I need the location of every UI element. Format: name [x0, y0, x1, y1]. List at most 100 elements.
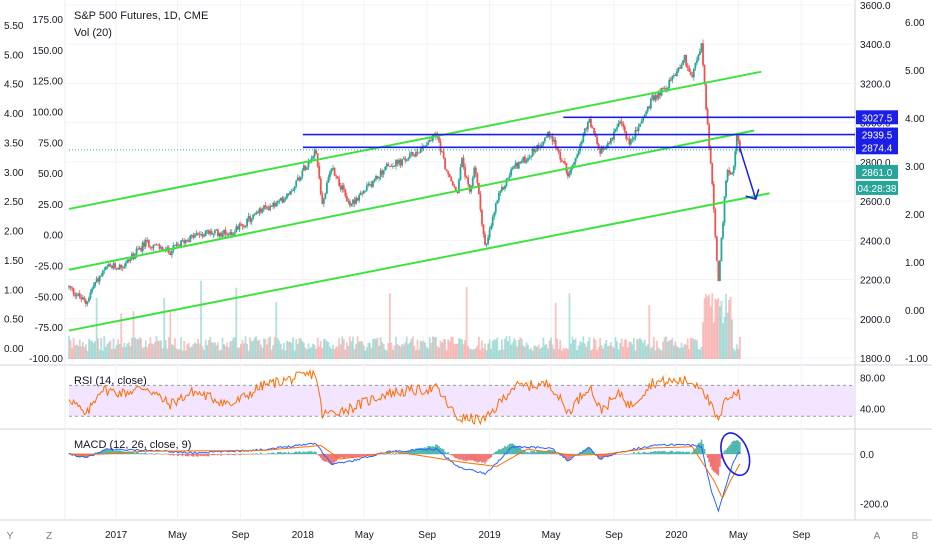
candle-body: [204, 230, 207, 237]
volume-bar: [230, 340, 233, 359]
volume-bar: [368, 342, 371, 359]
candle-body: [290, 190, 293, 192]
macd-histogram-bar: [705, 454, 707, 455]
macd-histogram-bar: [616, 453, 618, 455]
candle-body: [408, 153, 411, 159]
z-axis-button-left[interactable]: Z: [45, 531, 53, 542]
volume-bar: [439, 340, 442, 359]
macd-histogram-bar: [97, 452, 99, 455]
candle-body: [267, 208, 270, 210]
volume-bar: [479, 349, 482, 359]
secondary-right-tick-label: 0.00: [905, 306, 925, 317]
time-tick-label: Sep: [792, 530, 810, 541]
candle-body: [326, 182, 328, 194]
b-button[interactable]: B: [911, 531, 919, 542]
macd-histogram-bar: [622, 453, 624, 455]
volume-bar: [548, 340, 551, 359]
macd-histogram-bar: [214, 454, 216, 456]
macd-histogram-bar: [717, 454, 720, 476]
macd-histogram-bar: [711, 454, 714, 470]
volume-bar: [381, 342, 384, 359]
candle-body: [272, 202, 275, 207]
candle-body: [669, 79, 672, 81]
candle-body: [530, 156, 532, 158]
macd-tick-label: -200.0: [860, 499, 889, 510]
volume-bar: [198, 343, 201, 359]
far-left-tick-label: 5.50: [4, 21, 24, 32]
volume-bar: [373, 338, 376, 359]
macd-histogram-bar: [235, 453, 238, 455]
legend-rsi[interactable]: RSI (14, close): [74, 375, 147, 387]
volume-bar: [494, 339, 497, 359]
candle-body: [556, 147, 559, 150]
legend-volume[interactable]: Vol (20): [74, 27, 112, 39]
volume-bar: [197, 338, 199, 359]
volume-bar: [91, 340, 93, 359]
candle-body: [69, 286, 72, 288]
volume-bar: [688, 349, 691, 359]
candle-body: [227, 233, 230, 236]
volume-bar: [104, 346, 107, 359]
far-left-tick-label: 1.50: [4, 256, 24, 267]
candle-body: [642, 117, 645, 121]
macd-histogram-bar: [273, 453, 276, 455]
candle-body: [550, 136, 552, 138]
macd-histogram-bar: [155, 453, 158, 455]
volume-bar: [685, 344, 688, 359]
volume-bar: [154, 342, 156, 359]
volume-bar: [699, 349, 701, 359]
macd-histogram-bar: [419, 447, 422, 455]
price-tick-label: 2000.0: [860, 315, 891, 326]
volume-bar: [418, 349, 420, 359]
macd-histogram-bar: [653, 451, 655, 455]
far-left-tick-label: 4.00: [4, 109, 24, 120]
y-axis-button-left[interactable]: Y: [6, 531, 14, 542]
macd-histogram-bar: [224, 453, 227, 455]
volume-bar: [167, 337, 170, 359]
candle-body: [531, 148, 534, 157]
candle-body: [485, 243, 488, 245]
macd-histogram-bar: [459, 454, 462, 460]
candle-body: [118, 264, 121, 270]
far-left-tick-label: 4.50: [4, 80, 24, 91]
macd-histogram-bar: [513, 444, 515, 455]
volume-bar: [129, 346, 132, 359]
macd-histogram-bar: [85, 454, 87, 458]
candle-body: [593, 127, 595, 134]
candle-body: [453, 185, 456, 187]
candle-body: [447, 171, 450, 174]
auto-scale-button[interactable]: A: [873, 531, 881, 542]
macd-histogram-bar: [476, 454, 479, 463]
candle-body: [700, 43, 703, 52]
macd-histogram-bar: [697, 443, 700, 455]
volume-bar: [674, 341, 677, 359]
volume-bar: [144, 340, 147, 359]
volume-bar: [582, 336, 585, 359]
candle-body: [392, 166, 394, 167]
macd-histogram-bar: [590, 448, 592, 455]
macd-histogram-bar: [504, 445, 506, 455]
legend-macd[interactable]: MACD (12, 26, close, 9): [74, 439, 191, 451]
candle-body: [703, 65, 706, 85]
candle-body: [373, 179, 376, 182]
candle-body: [345, 196, 348, 202]
macd-histogram-bar: [152, 454, 155, 455]
candle-body: [725, 180, 727, 197]
candle-body: [281, 197, 284, 203]
macd-histogram-bar: [461, 454, 463, 460]
candle-body: [657, 91, 660, 99]
legend-symbol[interactable]: S&P 500 Futures, 1D, CME: [74, 10, 208, 22]
volume-bar: [350, 341, 353, 359]
candle-body: [419, 149, 422, 153]
volume-bar: [657, 347, 660, 359]
time-tick-label: May: [542, 530, 561, 541]
volume-bar: [520, 338, 523, 359]
candle-body: [616, 127, 618, 130]
volume-bar: [250, 341, 253, 359]
candle-body: [329, 171, 331, 177]
price-tick-label: 2800.0: [860, 158, 891, 169]
far-left-tick-label: 3.50: [4, 138, 24, 149]
volume-bar: [388, 293, 391, 359]
macd-histogram-bar: [556, 453, 558, 455]
